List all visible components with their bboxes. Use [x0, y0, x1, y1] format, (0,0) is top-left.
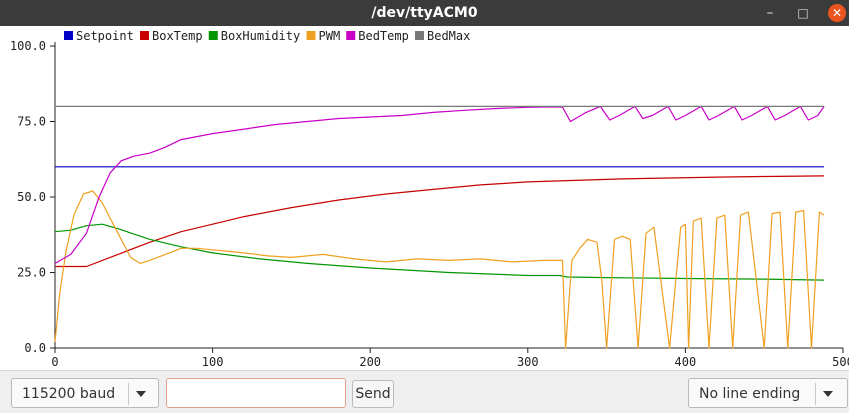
series-line-bedtemp: [54, 105, 825, 264]
legend-label-bedtemp: BedTemp: [358, 29, 409, 43]
legend-swatch-boxtemp: [140, 31, 149, 40]
legend-swatch-bedtemp: [346, 31, 356, 40]
legend-label-boxhumidity: BoxHumidity: [221, 29, 300, 43]
window-title: /dev/ttyACM0: [371, 5, 478, 21]
chart-axes: [54, 42, 843, 349]
y-tick-label: 100.0: [10, 39, 46, 53]
x-tick-label: 100: [202, 355, 224, 369]
legend-label-setpoint: Setpoint: [76, 29, 134, 43]
chart-legend: Setpoint BoxTemp BoxHumidity PWM BedTemp BedM…: [64, 29, 470, 43]
series-line-boxhumidity: [54, 223, 825, 281]
line-ending-select[interactable]: No line ending: [688, 378, 848, 408]
send-button[interactable]: Send: [352, 380, 394, 408]
legend-swatch-pwm: [306, 31, 316, 40]
series-lines: [54, 105, 825, 349]
line-ending-value: No line ending: [699, 386, 801, 402]
y-tick-label: 0.0: [24, 341, 46, 355]
divider: [128, 383, 129, 405]
y-axis-ticks: 0.0 25.0 50.0 75.0 100.0: [10, 39, 55, 355]
legend-label-bedmax: BedMax: [427, 29, 470, 43]
bottom-toolbar: 115200 baud Send No line ending: [0, 370, 849, 413]
chevron-down-icon[interactable]: [823, 391, 833, 397]
title-bar: /dev/ttyACM0 – □ ✕: [0, 0, 849, 26]
x-tick-label: 200: [359, 355, 381, 369]
legend-label-boxtemp: BoxTemp: [152, 29, 203, 43]
y-tick-label: 50.0: [17, 190, 46, 204]
legend-label-pwm: PWM: [319, 29, 341, 43]
baud-rate-select[interactable]: 115200 baud: [11, 378, 159, 408]
y-tick-label: 75.0: [17, 115, 46, 129]
x-axis-ticks: 0 100 200 300 400 500: [51, 348, 849, 369]
y-tick-label: 25.0: [17, 266, 46, 280]
x-tick-label: 500: [832, 355, 849, 369]
x-tick-label: 0: [51, 355, 58, 369]
line-chart: 0.0 25.0 50.0 75.0 100.0 0 100 200 300 400 500 Se…: [10, 29, 849, 369]
baud-rate-value: 115200 baud: [22, 386, 116, 402]
series-line-boxtemp: [55, 175, 825, 268]
x-tick-label: 400: [675, 355, 697, 369]
chevron-down-icon[interactable]: [136, 391, 146, 397]
serial-plotter: 0.0 25.0 50.0 75.0 100.0 0 100 200 300 400 500 Se…: [0, 26, 849, 370]
x-tick-label: 300: [517, 355, 539, 369]
divider: [815, 383, 816, 405]
close-icon[interactable]: ✕: [828, 4, 846, 22]
series-line-pwm: [54, 190, 825, 349]
legend-swatch-setpoint: [64, 31, 73, 40]
minimize-icon[interactable]: –: [766, 5, 774, 21]
legend-swatch-bedmax: [415, 31, 424, 40]
legend-swatch-boxhumidity: [208, 31, 218, 40]
message-input[interactable]: [166, 378, 346, 408]
maximize-icon[interactable]: □: [797, 6, 809, 20]
